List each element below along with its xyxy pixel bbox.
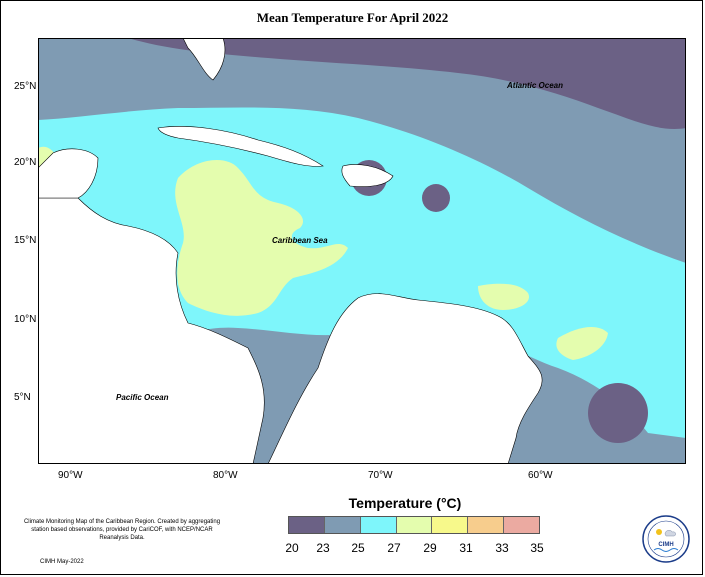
- lat-label-15n: 15°N: [14, 235, 37, 246]
- legend-label-35: 35: [530, 541, 544, 555]
- legend-color-bar: [288, 516, 540, 534]
- land-yucatan: [38, 148, 99, 199]
- cimh-logo: CIMH: [642, 515, 690, 563]
- legend-label-27: 27: [387, 541, 401, 555]
- footnote-text: Climate Monitoring Map of the Caribbean …: [23, 519, 221, 541]
- temp-patch-puertorico: [422, 184, 450, 212]
- legend-swatch-31-33: [468, 517, 505, 533]
- temp-band-27-29-south: [556, 326, 608, 360]
- cloud-icon: [664, 530, 676, 537]
- legend-title: Temperature (°C): [348, 495, 462, 511]
- temp-band-20-23-north: [128, 38, 686, 129]
- legend-label-29: 29: [423, 541, 437, 555]
- land-south-america: [267, 293, 543, 464]
- land-central-america: [38, 197, 265, 464]
- lon-label-90w: 90°W: [58, 470, 83, 481]
- lon-label-80w: 80°W: [213, 470, 238, 481]
- temp-band-27-29-central: [175, 159, 348, 316]
- atlantic-ocean-label: Atlantic Ocean: [507, 81, 564, 90]
- land-florida: [182, 38, 226, 81]
- legend-label-25: 25: [351, 541, 365, 555]
- lat-label-20n: 20°N: [14, 157, 37, 168]
- lat-label-25n: 25°N: [14, 81, 37, 92]
- temp-patch-guianas: [588, 383, 648, 443]
- land-hispaniola: [341, 164, 394, 187]
- legend-swatch-29-31: [432, 517, 469, 533]
- legend-swatch-25-27: [360, 517, 397, 533]
- caribbean-sea-label: Caribbean Sea: [272, 236, 328, 245]
- temp-band-27-29-east: [478, 283, 529, 310]
- wave-icon: [653, 548, 679, 552]
- sun-icon: [656, 529, 662, 535]
- legend-swatch-33-35: [504, 517, 540, 533]
- legend-label-31: 31: [459, 541, 473, 555]
- temperature-map: [38, 38, 686, 464]
- pacific-ocean-label: Pacific Ocean: [116, 393, 169, 402]
- legend-label-20: 20: [285, 541, 299, 555]
- legend-swatch-20-23: [289, 517, 325, 533]
- land-cuba: [157, 126, 324, 167]
- lon-label-70w: 70°W: [368, 470, 393, 481]
- lat-label-5n: 5°N: [14, 392, 31, 403]
- lon-label-60w: 60°W: [528, 470, 553, 481]
- map-title: Mean Temperature For April 2022: [256, 10, 449, 25]
- lat-label-10n: 10°N: [14, 314, 37, 325]
- legend-swatch-27-29: [396, 517, 433, 533]
- logo-label: CIMH: [658, 542, 673, 548]
- legend-swatch-23-25: [324, 517, 361, 533]
- footnote-date: CIMH May-2022: [40, 559, 84, 565]
- legend-label-23: 23: [316, 541, 330, 555]
- legend-label-33: 33: [495, 541, 509, 555]
